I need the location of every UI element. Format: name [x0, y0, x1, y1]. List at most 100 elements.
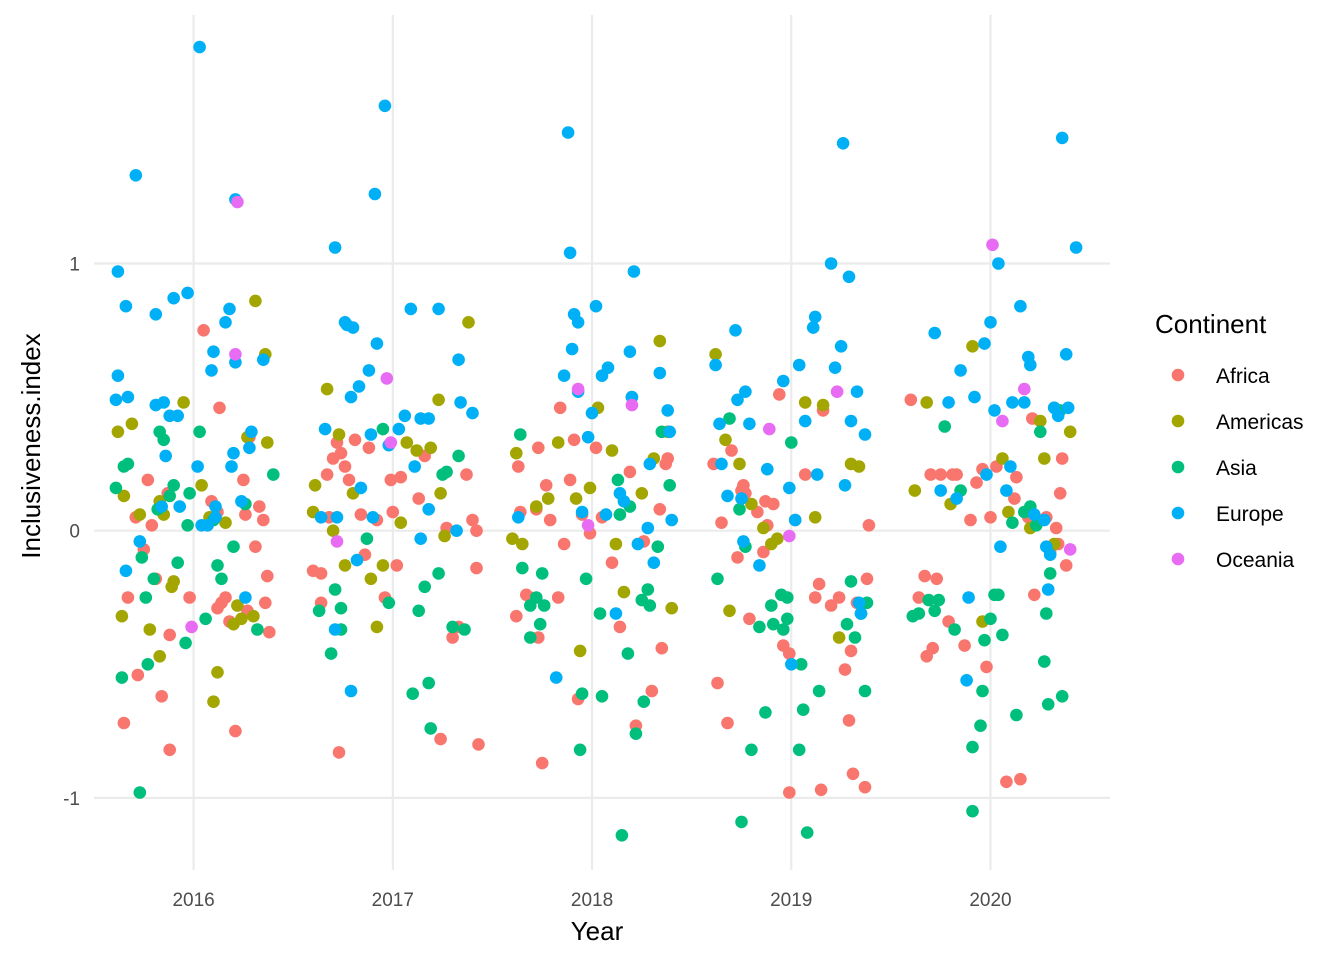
data-point	[434, 732, 447, 746]
data-point	[149, 308, 163, 321]
data-point	[715, 516, 728, 529]
data-point	[783, 481, 796, 495]
data-point	[1024, 358, 1037, 372]
data-point	[739, 385, 752, 399]
data-point	[320, 382, 334, 396]
data-point	[631, 537, 645, 551]
data-point	[1014, 772, 1027, 786]
data-point	[410, 444, 424, 457]
data-point	[179, 636, 192, 650]
data-point	[225, 460, 238, 473]
data-point	[767, 497, 780, 511]
data-point	[386, 505, 400, 519]
data-point	[992, 257, 1005, 270]
data-point	[446, 620, 459, 634]
data-point	[135, 551, 149, 564]
data-point	[243, 441, 256, 455]
data-point	[641, 521, 655, 535]
data-point	[595, 690, 609, 703]
data-point	[796, 703, 810, 716]
data-point	[171, 556, 184, 569]
data-point	[512, 511, 525, 524]
data-point	[948, 623, 961, 636]
data-point	[976, 684, 989, 698]
data-point	[621, 647, 635, 660]
data-point	[384, 473, 398, 487]
data-point	[834, 340, 848, 353]
data-point	[261, 436, 274, 449]
legend-label-europe: Europe	[1216, 503, 1284, 526]
data-point	[930, 572, 943, 586]
data-point	[792, 743, 806, 757]
data-point	[838, 663, 852, 676]
data-point	[573, 644, 587, 658]
data-point	[1051, 409, 1065, 423]
data-point	[111, 425, 125, 439]
data-point	[663, 425, 676, 439]
data-point	[378, 99, 392, 113]
data-point	[1055, 452, 1069, 465]
data-point	[133, 535, 147, 548]
data-point	[575, 505, 589, 519]
legend-key-europe	[1171, 506, 1185, 520]
data-point	[466, 406, 479, 420]
data-point	[605, 444, 619, 457]
data-point	[1063, 425, 1077, 439]
data-point	[183, 591, 196, 604]
data-point	[141, 658, 155, 671]
data-point	[643, 457, 657, 471]
legend-key-asia	[1171, 460, 1185, 474]
data-point	[629, 727, 643, 740]
data-point	[213, 401, 226, 415]
data-point	[157, 433, 170, 447]
data-point	[452, 449, 465, 463]
data-point	[424, 722, 438, 735]
legend-label-oceania: Oceania	[1216, 549, 1295, 572]
data-point	[227, 446, 240, 460]
data-point	[836, 137, 850, 150]
data-point	[133, 508, 147, 521]
data-point	[814, 783, 828, 797]
data-point	[824, 599, 838, 612]
data-point	[412, 604, 426, 618]
data-point	[109, 393, 123, 407]
data-point	[557, 537, 571, 551]
data-point	[376, 559, 390, 572]
data-point	[852, 596, 866, 610]
data-point	[235, 495, 248, 508]
data-point	[986, 238, 999, 252]
data-point	[950, 468, 963, 481]
data-point	[163, 743, 176, 757]
data-point	[767, 617, 780, 631]
legend-label-africa: Africa	[1216, 365, 1270, 388]
data-point	[958, 639, 971, 652]
data-point	[661, 404, 674, 417]
data-point	[229, 724, 242, 738]
data-point	[193, 425, 206, 439]
data-point	[543, 513, 557, 527]
data-point	[643, 599, 657, 612]
data-point	[129, 169, 143, 182]
data-point	[974, 719, 987, 732]
data-point	[1006, 396, 1019, 409]
data-point	[761, 462, 774, 476]
data-point	[942, 396, 955, 409]
data-point	[384, 436, 398, 449]
data-point	[516, 537, 529, 551]
data-point	[249, 540, 262, 553]
data-point	[470, 524, 483, 537]
data-point	[334, 601, 348, 615]
data-point	[237, 473, 250, 487]
data-point	[390, 559, 404, 572]
data-point	[733, 457, 746, 471]
data-point	[207, 345, 220, 359]
data-point	[1000, 484, 1013, 497]
data-point	[239, 591, 252, 604]
data-point	[121, 457, 135, 471]
y-axis-tick-labels: -1 0 1	[63, 254, 80, 809]
data-point	[157, 396, 170, 409]
data-point	[514, 428, 527, 441]
data-point	[181, 286, 194, 300]
data-point	[858, 684, 872, 698]
